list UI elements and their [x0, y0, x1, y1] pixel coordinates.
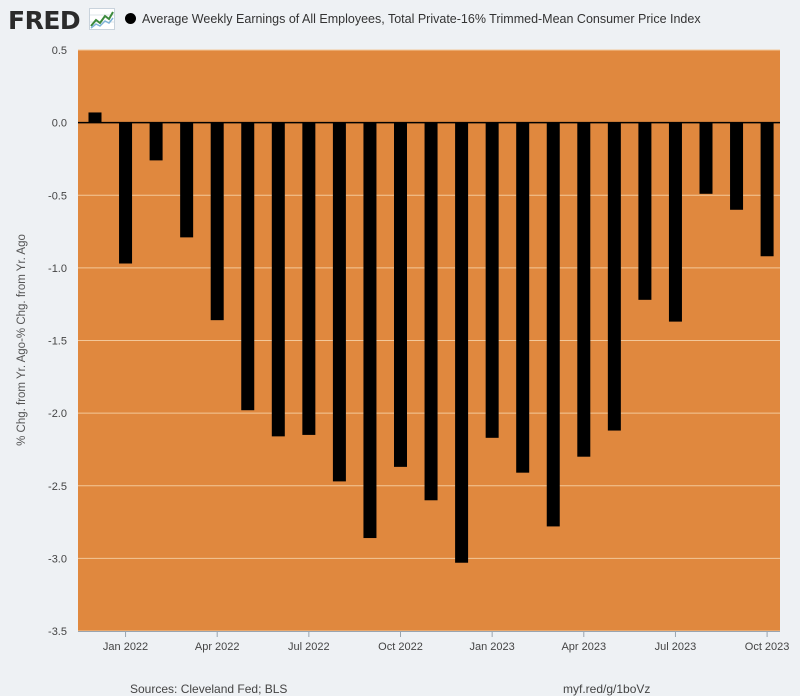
bar — [699, 122, 713, 194]
source-note: Sources: Cleveland Fed; BLS — [130, 682, 288, 696]
bar — [149, 122, 163, 161]
bar — [241, 122, 255, 411]
x-tick-label: Oct 2023 — [745, 641, 790, 653]
x-tick-label: Jan 2022 — [103, 641, 148, 653]
bar — [577, 122, 591, 457]
x-tick-label: Apr 2022 — [195, 641, 240, 653]
chart-legend: Average Weekly Earnings of All Employees… — [125, 12, 701, 26]
bar — [332, 122, 346, 482]
x-tick-label: Jan 2023 — [470, 641, 515, 653]
bar — [638, 122, 652, 300]
short-url[interactable]: myf.red/g/1boVz — [563, 682, 651, 696]
x-tick-label: Apr 2023 — [561, 641, 606, 653]
bar — [88, 112, 102, 123]
bar — [394, 122, 407, 467]
bar — [668, 122, 682, 322]
fred-logo[interactable]: FRED — [8, 6, 81, 35]
y-tick-label: -1.5 — [48, 336, 67, 348]
x-tick-label: Jul 2023 — [655, 641, 697, 653]
x-tick-label: Oct 2022 — [378, 641, 423, 653]
bar — [455, 122, 469, 563]
y-tick-label: 0.0 — [52, 118, 67, 130]
bar — [271, 122, 285, 437]
chart-header: FRED Average Weekly Earnings of All Empl… — [0, 0, 800, 42]
bar — [424, 122, 438, 501]
legend-label: Average Weekly Earnings of All Employees… — [142, 12, 701, 26]
y-tick-label: -2.5 — [48, 481, 67, 493]
bar — [546, 122, 560, 527]
y-tick-label: -1.0 — [48, 263, 67, 275]
bar — [363, 122, 377, 539]
y-tick-label: -3.0 — [48, 553, 67, 565]
legend-marker — [125, 13, 136, 24]
bar — [516, 122, 530, 473]
bar — [302, 122, 316, 435]
bar — [119, 122, 133, 264]
bar — [485, 122, 499, 438]
y-tick-label: -2.0 — [48, 408, 67, 420]
bar — [180, 122, 194, 238]
x-tick-label: Jul 2022 — [288, 641, 330, 653]
y-axis-label: % Chg. from Yr. Ago-% Chg. from Yr. Ago — [16, 234, 28, 446]
y-tick-label: -0.5 — [48, 190, 67, 202]
bar — [210, 122, 224, 321]
bar — [760, 122, 774, 257]
bar — [730, 122, 744, 210]
y-tick-label: 0.5 — [52, 45, 67, 57]
y-tick-label: -3.5 — [48, 626, 67, 638]
line-graph-icon — [89, 8, 115, 30]
bar — [607, 122, 621, 431]
